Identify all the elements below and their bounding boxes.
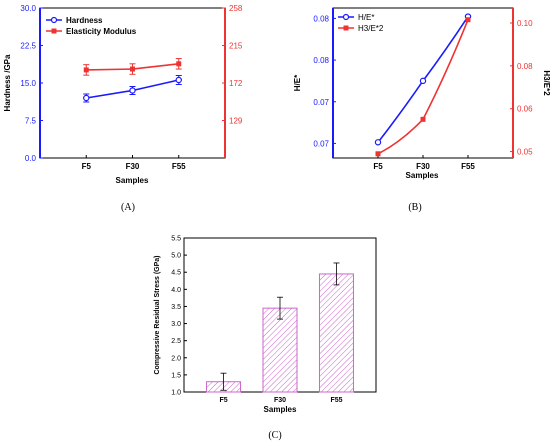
x-tick-label: F30 xyxy=(126,162,140,171)
data-point xyxy=(83,67,89,73)
x-tick-label: F5 xyxy=(373,162,383,171)
y-tick-label: 5.0 xyxy=(171,253,181,260)
data-point xyxy=(130,66,135,72)
legend-he-label: H/E* xyxy=(358,13,374,22)
panel-b-x-tick-labels: F5 F30 F55 xyxy=(373,155,475,171)
x-tick-label: F55 xyxy=(461,162,475,171)
x-tick-label: F30 xyxy=(416,162,430,171)
panel-c: F5 F30 F55 1.01.52.02.53.03.54.04.55.05.5 … xyxy=(154,236,377,441)
panel-c-y-tick-labels: 1.0 1.5 2.0 2.5 3.0 3.5 4.0 4.5 5.0 5.5 xyxy=(171,236,187,397)
x-tick-label: F5 xyxy=(82,162,92,171)
legend-hardness-marker xyxy=(50,16,58,24)
right-tick-label: 172 xyxy=(229,79,243,88)
panel-b-y-axis-label: H/E* xyxy=(293,74,302,91)
left-tick-label: 0.08 xyxy=(313,56,329,65)
left-tick-label: 0.08 xyxy=(313,14,329,23)
data-point xyxy=(175,76,182,84)
left-tick-label: 0.0 xyxy=(25,154,37,163)
y-tick-label: 3.0 xyxy=(171,321,181,328)
y-tick-label: 4.0 xyxy=(171,287,181,294)
data-point xyxy=(420,116,426,122)
panel-a-right-tick-labels: 129 172 215 258 xyxy=(222,4,243,126)
y-tick-label: 1.5 xyxy=(171,372,181,379)
panel-a-x-axis-label: Samples xyxy=(116,176,149,185)
y-tick-label: 3.5 xyxy=(171,304,181,311)
bar xyxy=(318,273,354,393)
panel-b-label: (B) xyxy=(408,202,421,213)
panel-c-x-axis-label: Samples xyxy=(264,405,297,414)
left-tick-label: 0.07 xyxy=(313,98,329,107)
left-tick-label: 15.0 xyxy=(20,79,36,88)
right-tick-label: 215 xyxy=(229,42,243,51)
y-tick-label: 2.5 xyxy=(171,338,181,345)
panel-b-legend: H/E* H3/E*2 xyxy=(338,13,384,33)
legend-h3e2-label: H3/E*2 xyxy=(358,24,384,33)
panel-b-left-tick-labels: 0.07 0.07 0.08 0.08 xyxy=(313,14,336,148)
left-tick-label: 7.5 xyxy=(25,117,37,126)
x-tick-label: F55 xyxy=(330,397,342,404)
panel-a-label: (A) xyxy=(121,202,135,213)
y-tick-label: 2.0 xyxy=(171,355,181,362)
data-point xyxy=(419,77,427,85)
y-tick-label: 4.5 xyxy=(171,270,181,277)
panel-a-y-axis-label: Hardness /GPa xyxy=(3,54,12,111)
panel-c-x-tick-labels: F5 F30 F55 xyxy=(219,397,342,404)
right-tick-label: 0.05 xyxy=(517,148,533,157)
legend-modulus-label: Elasticity Modulus xyxy=(66,27,137,36)
panel-b-right-axis-label: H3/E*2 xyxy=(542,70,550,96)
panel-a: F5 F30 F55 0.0 7.5 15.0 22.5 30.0 129 172 215 258… xyxy=(3,4,243,213)
panel-b-right-tick-labels: 0.05 0.06 0.08 0.10 xyxy=(510,19,533,157)
x-tick-label: F30 xyxy=(274,397,286,404)
x-tick-label: F5 xyxy=(219,397,227,404)
data-point xyxy=(83,94,90,102)
panel-a-x-tick-labels: F5 F30 F55 xyxy=(82,155,186,171)
data-point xyxy=(176,61,182,67)
series-line xyxy=(377,19,469,155)
legend-he-marker xyxy=(342,13,350,21)
legend-modulus-marker xyxy=(51,28,57,34)
left-tick-label: 0.07 xyxy=(313,139,329,148)
right-tick-label: 129 xyxy=(229,117,243,126)
x-tick-label: F55 xyxy=(172,162,186,171)
panel-a-marks xyxy=(83,58,182,103)
panel-c-marks xyxy=(206,262,354,393)
data-point xyxy=(465,17,471,23)
panel-a-left-tick-labels: 0.0 7.5 15.0 22.5 30.0 xyxy=(20,4,43,163)
right-tick-label: 258 xyxy=(229,4,243,13)
panel-b-marks xyxy=(374,13,472,157)
panel-b-x-axis-label: Samples xyxy=(406,171,439,180)
right-tick-label: 0.10 xyxy=(517,19,533,28)
data-point xyxy=(374,139,382,146)
data-point xyxy=(375,151,381,157)
panel-c-label: (C) xyxy=(268,430,281,441)
y-tick-label: 5.5 xyxy=(171,236,181,243)
data-point xyxy=(129,87,136,94)
left-tick-label: 30.0 xyxy=(20,4,36,13)
legend-hardness-label: Hardness xyxy=(66,16,103,25)
legend-h3e2-marker xyxy=(343,25,349,31)
panel-b: F5 F30 F55 0.070.070.080.08 0.050.060.080.… xyxy=(293,7,550,213)
right-tick-label: 0.06 xyxy=(517,105,533,114)
bar xyxy=(262,307,298,393)
right-tick-label: 0.08 xyxy=(517,62,533,71)
panel-c-y-axis-label: Compressive Residual Stress (GPa) xyxy=(154,255,161,374)
y-tick-label: 1.0 xyxy=(171,390,181,397)
left-tick-label: 22.5 xyxy=(20,42,36,51)
panel-a-legend: Hardness Elasticity Modulus xyxy=(46,16,137,36)
